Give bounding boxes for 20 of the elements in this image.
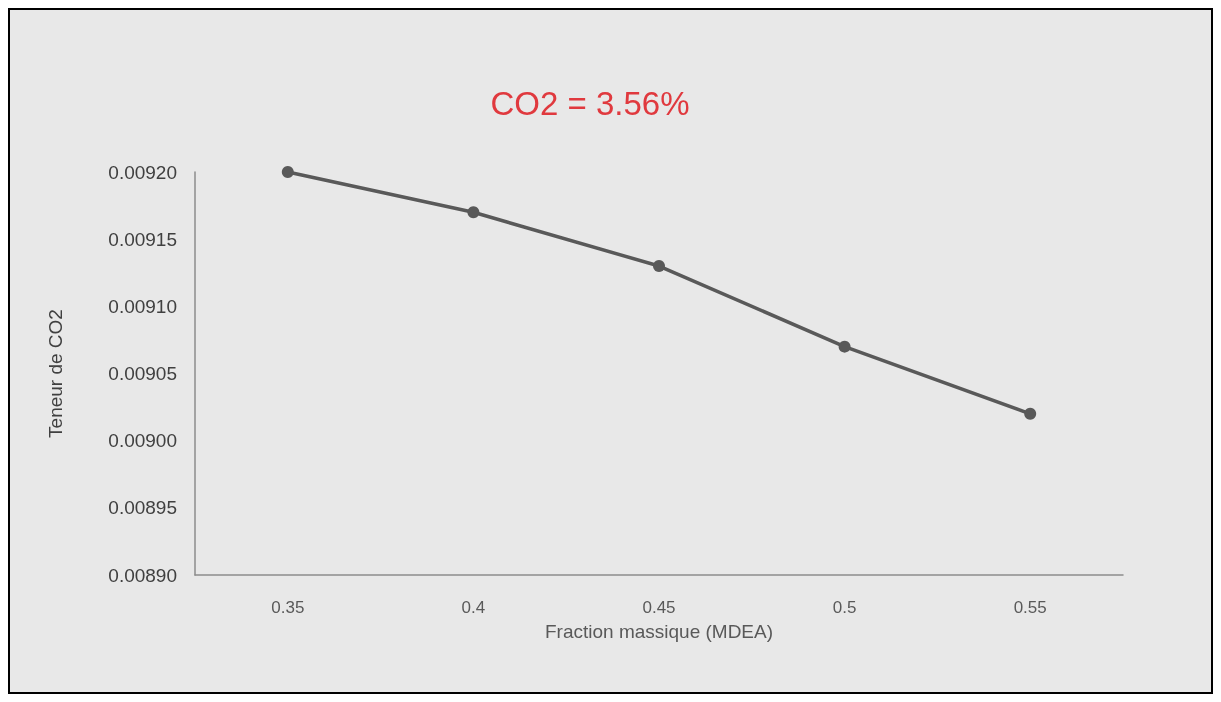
point [653,260,665,273]
x-tick-label: 0.45 [642,598,676,617]
y-axis-title: Teneur de CO2 [45,309,66,438]
x-axis-title: Fraction massique (MDEA) [544,621,774,642]
y-tick-label: 0.00920 [108,161,177,183]
x-tick-label: 0.55 [1013,598,1047,617]
point [467,206,480,219]
point [838,340,851,353]
x-tick-label: 0.5 [832,598,857,617]
point [281,166,294,178]
y-tick-label: 0.00915 [108,228,177,250]
y-tick-label: 0.00890 [108,564,177,586]
y-tick-label: 0.00900 [108,430,177,452]
x-tick-label: 0.4 [461,598,486,617]
x-tick-label: 0.35 [271,598,305,617]
y-tick-label: 0.00895 [108,497,177,519]
chart-title: CO2 = 3.56% [490,85,690,122]
y-tick-label: 0.00910 [108,295,177,317]
point [1024,407,1037,420]
y-tick-label: 0.00905 [108,363,177,384]
